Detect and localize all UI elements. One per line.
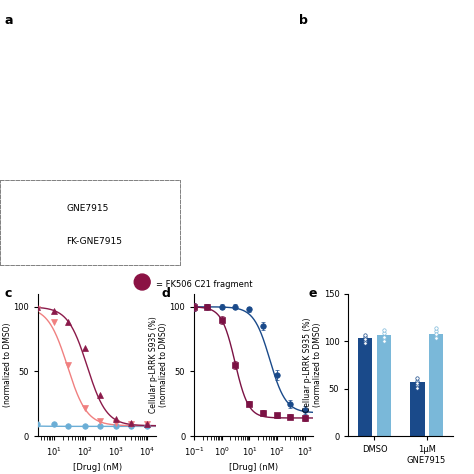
Point <box>361 334 369 341</box>
Point <box>413 379 421 387</box>
Point <box>413 374 421 382</box>
Point <box>432 335 440 342</box>
Text: = FK506 C21 fragment: = FK506 C21 fragment <box>156 280 253 289</box>
Point <box>380 335 388 342</box>
Point <box>432 324 440 332</box>
Y-axis label: Cellular p-LRRK S935 (%)
(normalized to DMSO): Cellular p-LRRK S935 (%) (normalized to … <box>0 317 12 413</box>
X-axis label: [Drug] (nM): [Drug] (nM) <box>229 463 278 472</box>
Text: d: d <box>161 287 170 300</box>
Point <box>413 381 421 389</box>
Text: e: e <box>309 287 317 300</box>
Point <box>413 384 421 392</box>
Text: FK-GNE7915: FK-GNE7915 <box>66 237 122 246</box>
X-axis label: [Drug] (nM): [Drug] (nM) <box>73 463 122 472</box>
Text: GNE7915: GNE7915 <box>66 204 109 213</box>
Bar <box>428 334 443 436</box>
Text: c: c <box>5 287 12 300</box>
Point <box>413 377 421 385</box>
Circle shape <box>134 274 150 290</box>
Text: a: a <box>5 14 13 27</box>
Point <box>432 330 440 337</box>
Point <box>361 339 369 347</box>
Point <box>380 337 388 345</box>
Bar <box>410 382 425 436</box>
Y-axis label: Celluar p-LRRK S935 (%)
(normalized to DMSO): Celluar p-LRRK S935 (%) (normalized to D… <box>303 318 322 412</box>
Point <box>432 333 440 340</box>
Bar <box>376 335 391 436</box>
Point <box>432 327 440 335</box>
Point <box>380 326 388 334</box>
Point <box>361 336 369 343</box>
Text: b: b <box>299 14 308 27</box>
Point <box>380 329 388 337</box>
Y-axis label: Cellular p-LRRK S935 (%)
(normalized to DMSO): Cellular p-LRRK S935 (%) (normalized to … <box>149 317 168 413</box>
Point <box>361 331 369 338</box>
Point <box>361 337 369 345</box>
Bar <box>358 338 373 436</box>
Point <box>380 333 388 340</box>
